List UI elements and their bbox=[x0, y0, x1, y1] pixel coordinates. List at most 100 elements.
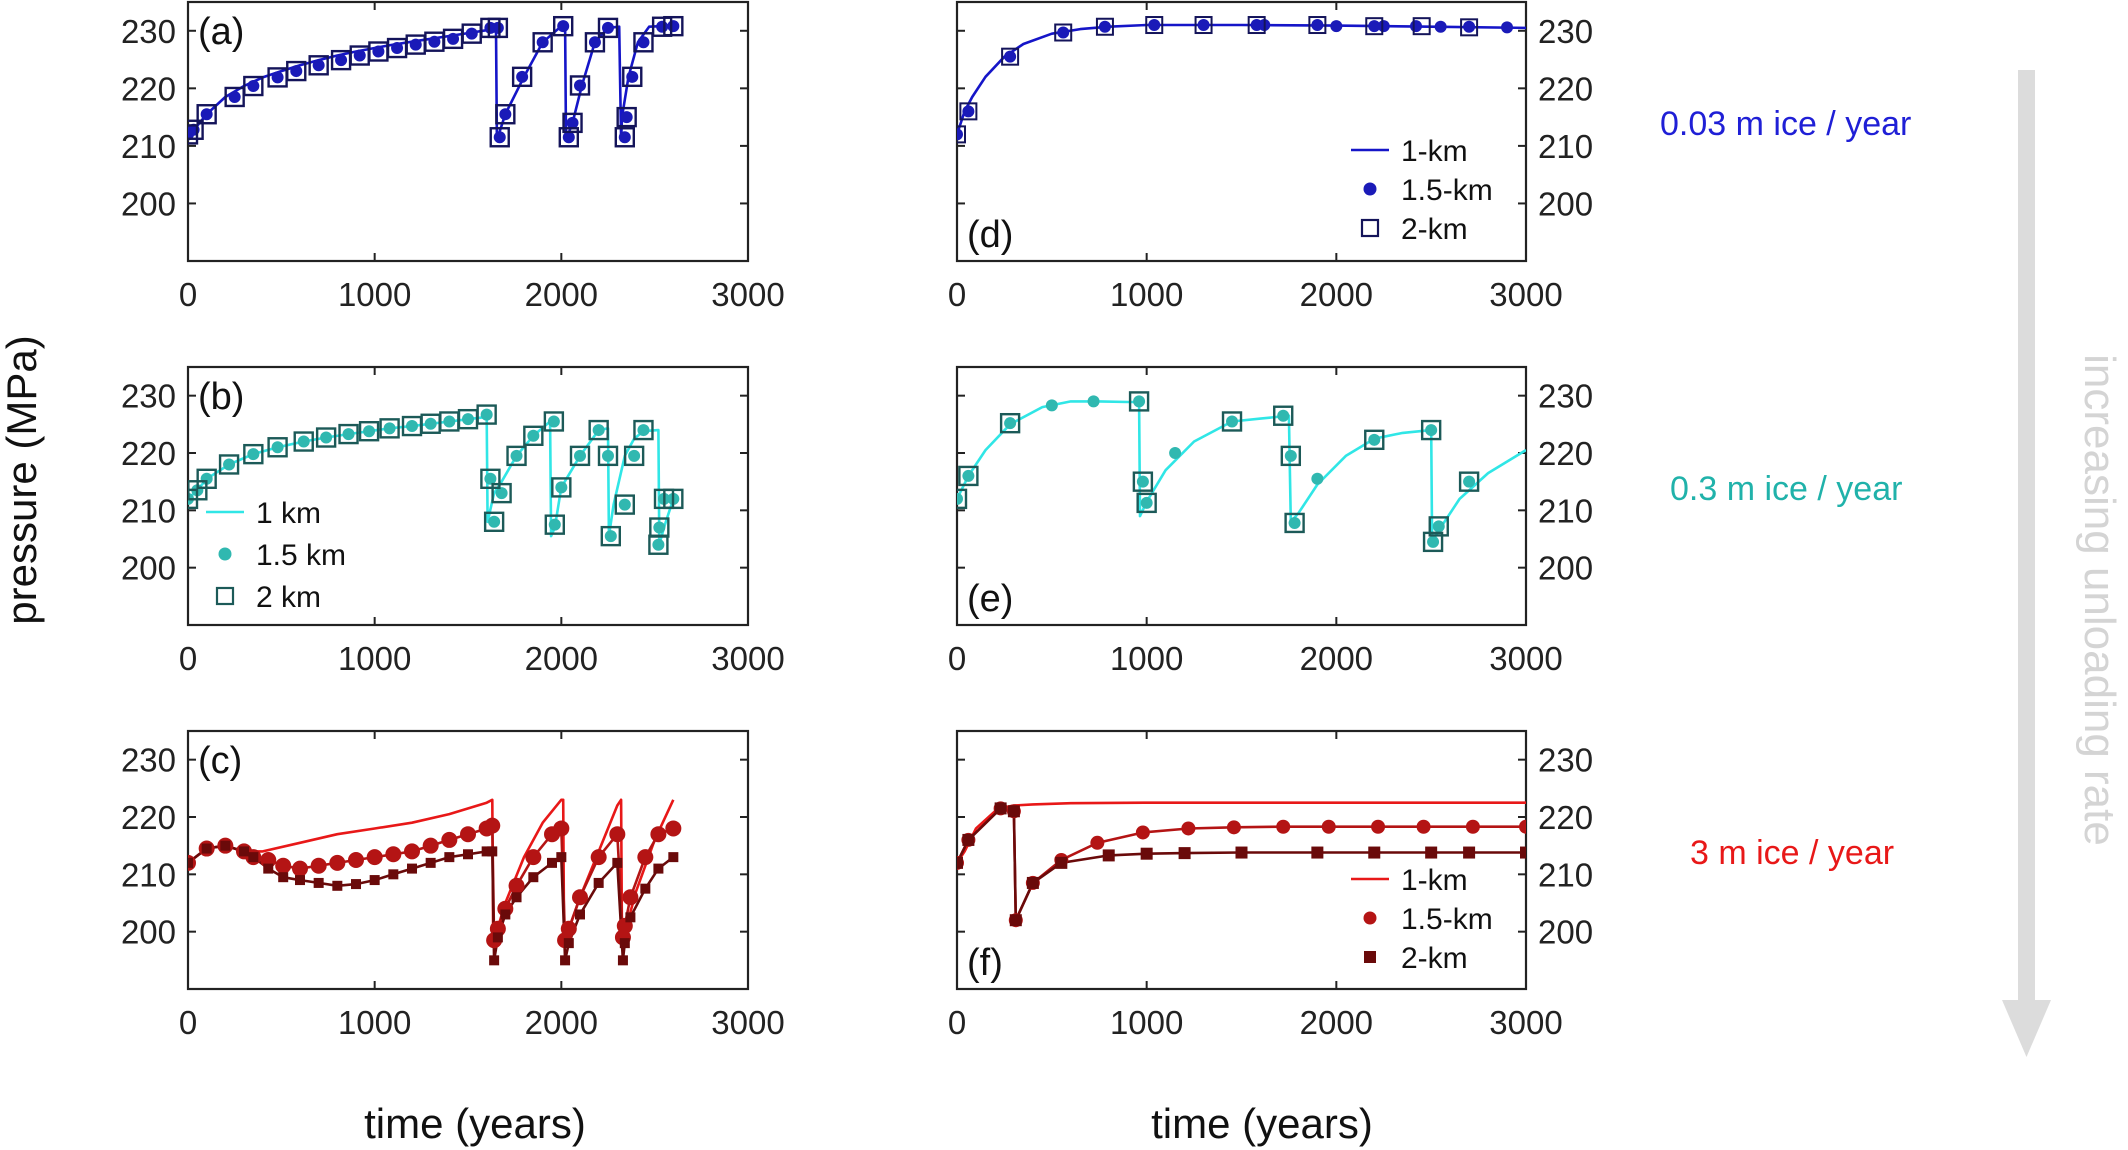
data-point-dot bbox=[637, 849, 654, 866]
data-point-dot bbox=[1057, 26, 1070, 39]
data-point-square bbox=[597, 17, 619, 39]
data-point-dot bbox=[424, 417, 437, 430]
plot-area bbox=[188, 15, 684, 148]
data-point-dot bbox=[1434, 20, 1447, 33]
data-point-dot bbox=[409, 38, 422, 51]
data-point-square bbox=[1428, 516, 1449, 537]
plot-frame bbox=[955, 0, 1528, 263]
data-point-dot bbox=[1427, 535, 1440, 548]
data-point-square bbox=[388, 869, 399, 880]
data-point-square bbox=[1420, 419, 1442, 441]
data-point-dot bbox=[348, 852, 364, 868]
data-point-dot bbox=[488, 515, 501, 528]
data-point-square bbox=[544, 514, 565, 535]
data-point-square bbox=[379, 418, 400, 439]
legend-label: 1.5 km bbox=[256, 539, 346, 572]
panel-a: 0 1000 2000 3000 200 210 220 230 (a) bbox=[121, 0, 785, 313]
legend: 1 km 1.5 km 2 km bbox=[206, 497, 346, 614]
y-tick-label: 230 bbox=[1538, 378, 1593, 415]
legend-label: 2-km bbox=[1401, 213, 1468, 246]
data-point-dot bbox=[441, 831, 458, 848]
data-point-dot bbox=[391, 42, 404, 55]
data-point-square bbox=[957, 125, 966, 144]
data-point-dot bbox=[628, 449, 641, 462]
data-point-dot bbox=[1140, 496, 1153, 509]
data-point-square bbox=[600, 525, 621, 547]
data-point-dot bbox=[652, 538, 665, 551]
data-point-dot bbox=[383, 422, 396, 435]
data-point-dot bbox=[406, 420, 418, 433]
data-point-square bbox=[653, 863, 664, 874]
data-point-dot bbox=[447, 32, 460, 45]
data-point-dot bbox=[428, 35, 441, 48]
y-tick-label: 200 bbox=[121, 550, 176, 587]
data-point-square bbox=[959, 102, 978, 121]
data-point-dot bbox=[223, 458, 236, 471]
arrow-shaft bbox=[2018, 70, 2035, 1000]
data-point-dot bbox=[667, 20, 680, 33]
data-point-square bbox=[188, 124, 199, 145]
data-point-square bbox=[286, 60, 307, 82]
data-point-square bbox=[1007, 805, 1020, 818]
data-point-dot bbox=[1465, 819, 1480, 834]
legend-label: 1.5-km bbox=[1401, 903, 1493, 936]
data-point-square bbox=[597, 445, 619, 467]
y-tick-label: 230 bbox=[1538, 13, 1593, 50]
x-tick-label: 3000 bbox=[711, 640, 784, 677]
data-point-square bbox=[1247, 16, 1266, 35]
data-point-dot bbox=[320, 431, 333, 444]
data-point-dot bbox=[462, 413, 474, 426]
data-point-square bbox=[243, 75, 264, 97]
data-point-square bbox=[649, 517, 670, 538]
x-tick-label: 2000 bbox=[525, 276, 598, 313]
y-tick-label: 220 bbox=[1538, 799, 1593, 836]
data-point-square bbox=[188, 119, 204, 140]
x-tick-label: 0 bbox=[948, 1004, 966, 1041]
data-point-dot bbox=[1004, 417, 1017, 430]
data-point-dot bbox=[335, 54, 348, 67]
data-point-square bbox=[1055, 856, 1068, 869]
data-point-dot bbox=[618, 498, 631, 511]
data-point-dot bbox=[247, 80, 260, 93]
data-point-square bbox=[640, 883, 651, 894]
y-tick-label: 220 bbox=[1538, 435, 1593, 472]
data-point-dot bbox=[1371, 819, 1386, 834]
data-point-square bbox=[332, 880, 343, 891]
data-point-square bbox=[1308, 16, 1327, 35]
data-point-square bbox=[495, 104, 516, 125]
data-point-dot bbox=[957, 128, 963, 141]
data-point-square bbox=[369, 875, 380, 886]
data-point-dot bbox=[353, 49, 366, 62]
legend-square-swatch bbox=[1364, 951, 1376, 963]
panel-label: (b) bbox=[198, 376, 244, 418]
legend-square-swatch bbox=[215, 586, 235, 606]
data-point-dot bbox=[620, 111, 633, 124]
data-point-square bbox=[612, 857, 623, 868]
data-point-dot bbox=[536, 36, 549, 49]
data-point-square bbox=[616, 106, 637, 128]
data-point-square bbox=[1284, 512, 1305, 534]
data-point-dot bbox=[609, 826, 626, 843]
x-tick-label: 1000 bbox=[338, 1004, 411, 1041]
y-tick-label: 200 bbox=[121, 914, 176, 951]
data-point-square bbox=[562, 112, 583, 134]
data-point-square bbox=[315, 427, 337, 448]
data-point-square bbox=[1458, 471, 1480, 492]
y-tick-label: 230 bbox=[1538, 742, 1593, 779]
data-point-dot bbox=[637, 36, 650, 49]
data-point-square bbox=[491, 482, 512, 504]
data-point-dot bbox=[275, 857, 292, 874]
data-point-dot bbox=[957, 492, 963, 505]
data-point-dot bbox=[602, 21, 614, 34]
data-point-dot bbox=[310, 857, 327, 874]
data-point-dot bbox=[491, 21, 504, 34]
data-point-square bbox=[1280, 445, 1302, 467]
data-point-dot bbox=[443, 415, 456, 428]
legend: 1-km 1.5-km 2-km bbox=[1351, 135, 1493, 246]
y-tick-label: 230 bbox=[121, 742, 176, 779]
panel-d: 0 1000 2000 3000 200 210 220 230 (d) 1-km 1.5-km 2-… bbox=[948, 0, 1593, 313]
data-point-square bbox=[547, 857, 557, 868]
data-point-square bbox=[668, 852, 679, 863]
data-point-square bbox=[506, 445, 527, 467]
data-point-square bbox=[1095, 17, 1114, 36]
